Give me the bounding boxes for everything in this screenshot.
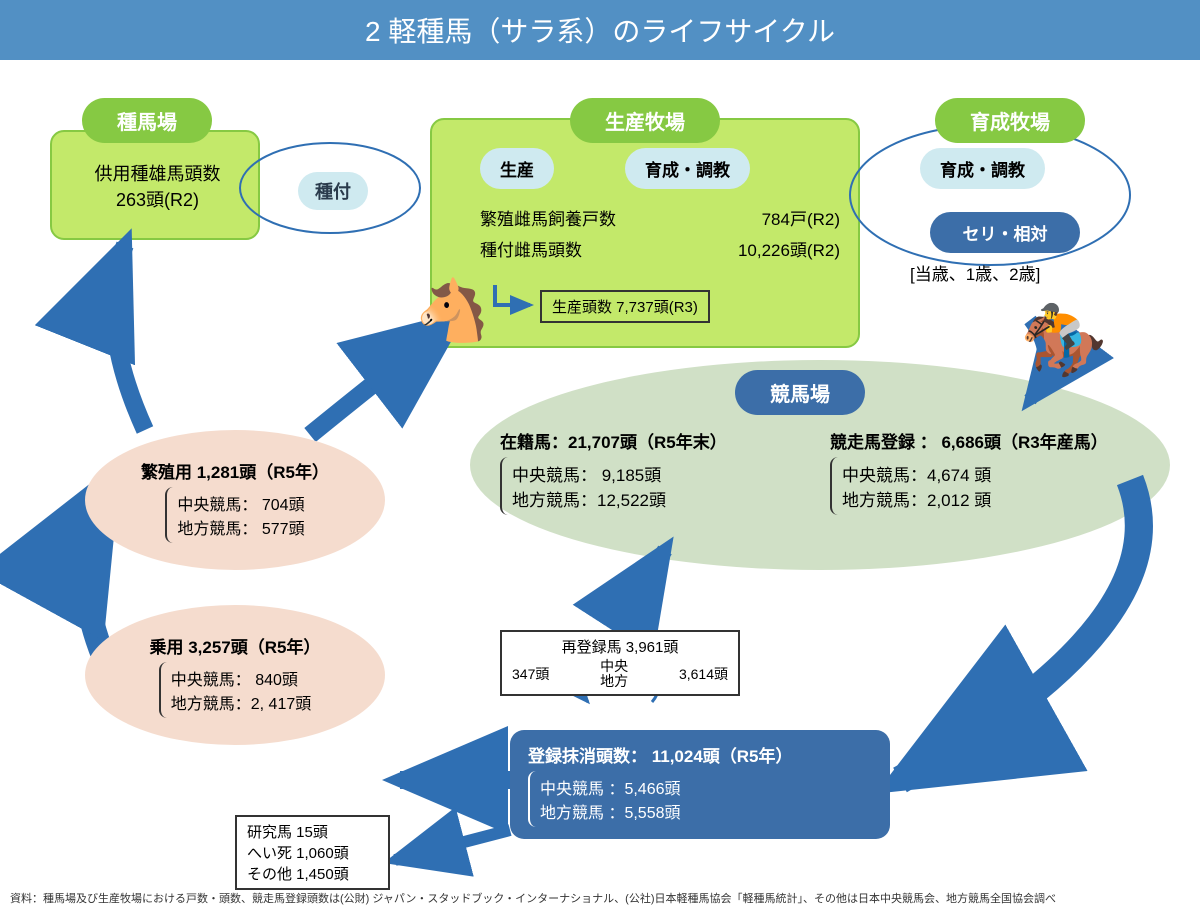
stud-farm-header: 種馬場: [82, 98, 212, 143]
production-pill-1: 生産: [480, 148, 554, 189]
rereg-title: 再登録馬 3,961頭: [512, 636, 728, 657]
riding-central: 中央競馬： 840頭: [171, 666, 312, 690]
other-box: 研究馬 15頭 へい死 1,060頭 その他 1,450頭: [235, 815, 390, 890]
enrolled-block: 在籍馬：21,707頭（R5年末） 中央競馬： 9,185頭 地方競馬：12,5…: [500, 428, 727, 515]
mare-foal-icon: 🐴: [415, 275, 490, 346]
production-stats: 繁殖雌馬飼養戸数 784戸(R2) 種付雌馬頭数 10,226頭(R2): [480, 205, 840, 261]
enrolled-central: 中央競馬： 9,185頭: [512, 461, 666, 486]
mated-mares-value: 10,226頭(R2): [738, 236, 840, 261]
cancel-box: 登録抹消頭数： 11,024頭（R5年） 中央競馬 ：5,466頭 地方競馬 ：…: [510, 730, 890, 839]
training-farm-header: 育成牧場: [935, 98, 1085, 143]
riding-local: 地方競馬：2, 417頭: [171, 690, 312, 714]
breeding-ellipse: 繁殖用 1,281頭（R5年） 中央競馬： 704頭 地方競馬： 577頭: [85, 430, 385, 570]
production-count-box: 生産頭数 7,737頭(R3): [540, 290, 710, 323]
rereg-box: 再登録馬 3,961頭 347頭 中央 地方 3,614頭: [500, 630, 740, 696]
cancel-central: 中央競馬 ：5,466頭: [540, 775, 681, 799]
cancel-local: 地方競馬 ：5,558頭: [540, 799, 681, 823]
riding-title: 乗用 3,257頭（R5年）: [150, 633, 321, 658]
registered-block: 競走馬登録 ： 6,686頭（R3年産馬） 中央競馬：4,674 頭 地方競馬：…: [830, 428, 1108, 515]
other-misc: その他 1,450頭: [247, 863, 378, 884]
page-title: 2 軽種馬（サラ系）のライフサイクル: [0, 0, 1200, 60]
production-farm-header: 生産牧場: [570, 98, 720, 143]
production-pill-2: 育成・調教: [625, 148, 750, 189]
stud-count-label: 供用種雄馬頭数: [60, 160, 255, 186]
riding-ellipse: 乗用 3,257頭（R5年） 中央競馬： 840頭 地方競馬：2, 417頭: [85, 605, 385, 745]
breed-mare-farms-value: 784戸(R2): [762, 205, 840, 230]
sale-pill: セリ・相対: [930, 212, 1080, 253]
registered-title: 競走馬登録 ： 6,686頭（R3年産馬）: [830, 428, 1108, 453]
diagram-canvas: 種馬場 供用種雄馬頭数 263頭(R2) 種付 生産牧場 生産 育成・調教 繁殖…: [0, 60, 1200, 910]
racehorse-icon: 🏇: [1020, 300, 1107, 382]
breeding-title: 繁殖用 1,281頭（R5年）: [141, 458, 329, 483]
breed-mare-farms-label: 繁殖雌馬飼養戸数: [480, 205, 616, 230]
rereg-center2: 地方: [600, 674, 628, 689]
rereg-center1: 中央: [600, 659, 628, 674]
stud-count-value: 263頭(R2): [60, 186, 255, 212]
breeding-local: 地方競馬： 577頭: [177, 515, 304, 539]
mated-mares-label: 種付雌馬頭数: [480, 236, 582, 261]
registered-central: 中央競馬：4,674 頭: [842, 461, 991, 486]
sale-ages: [当歳、1歳、2歳]: [910, 260, 1040, 285]
rereg-left: 347頭: [512, 664, 549, 684]
other-research: 研究馬 15頭: [247, 821, 378, 842]
enrolled-title: 在籍馬：21,707頭（R5年末）: [500, 428, 727, 453]
cancel-title: 登録抹消頭数： 11,024頭（R5年）: [528, 742, 872, 767]
rereg-right: 3,614頭: [679, 664, 728, 684]
breeding-central: 中央競馬： 704頭: [177, 491, 304, 515]
registered-local: 地方競馬：2,012 頭: [842, 486, 991, 511]
training-pill: 育成・調教: [920, 148, 1045, 189]
source-footer: 資料：種馬場及び生産牧場における戸数・頭数、競走馬登録頭数は(公財) ジャパン・…: [10, 890, 1190, 906]
stud-farm-data: 供用種雄馬頭数 263頭(R2): [60, 160, 255, 212]
other-death: へい死 1,060頭: [247, 842, 378, 863]
racetrack-header: 競馬場: [735, 370, 865, 415]
enrolled-local: 地方競馬：12,522頭: [512, 486, 666, 511]
mating-pill: 種付: [298, 172, 368, 210]
